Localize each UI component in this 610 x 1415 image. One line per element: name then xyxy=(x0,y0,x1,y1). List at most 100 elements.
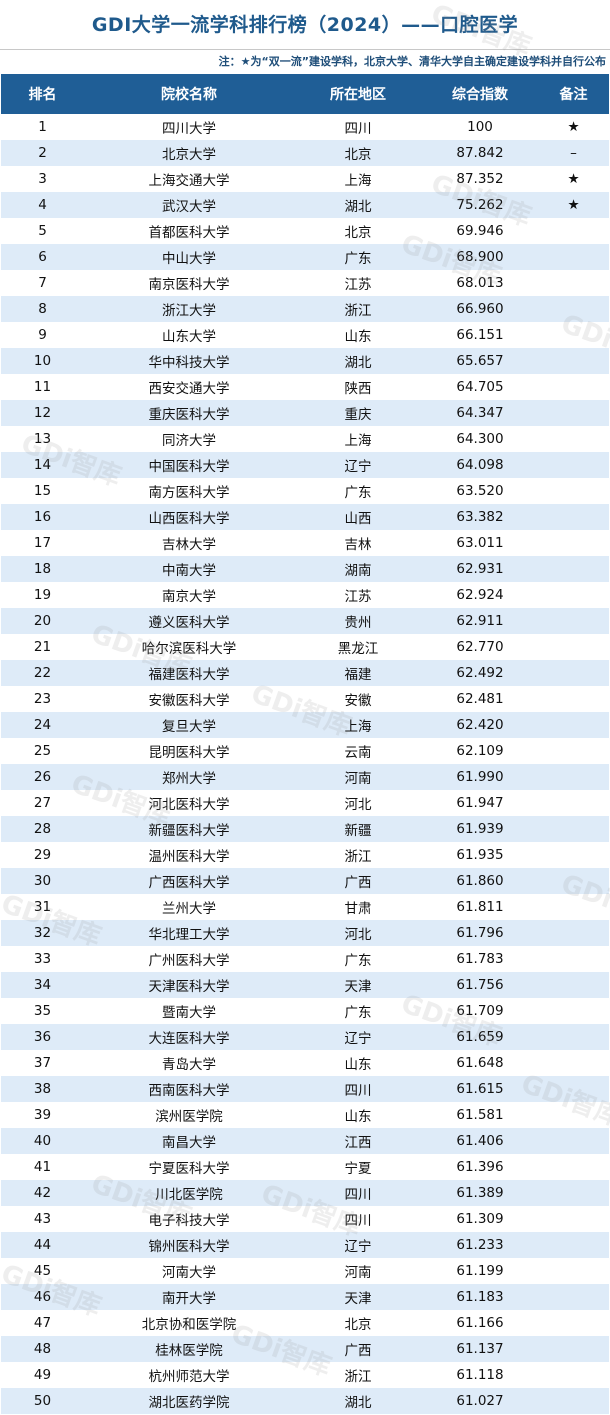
cell-region: 新疆 xyxy=(294,816,422,842)
cell-index: 69.946 xyxy=(456,223,504,239)
cell-remark xyxy=(538,244,609,270)
table-row: 47 北京协和医学院 北京 61.166 xyxy=(1,1310,609,1336)
cell-rank: 25 xyxy=(33,743,52,759)
cell-school: 华中科技大学 xyxy=(84,348,294,374)
cell-rank: 21 xyxy=(33,639,52,655)
cell-school: 南方医科大学 xyxy=(148,485,230,501)
cell-school: 北京大学 xyxy=(84,140,294,166)
cell-index: 68.013 xyxy=(456,275,504,291)
table-row: 16 山西医科大学 山西 63.382 xyxy=(1,504,609,530)
cell-region: 重庆 xyxy=(294,400,422,426)
cell-index: 61.796 xyxy=(422,920,538,946)
cell-rank: 42 xyxy=(1,1180,84,1206)
cell-rank: 38 xyxy=(1,1076,84,1102)
table-row: 30 广西医科大学 广西 61.860 xyxy=(1,868,609,894)
cell-school: 中南大学 xyxy=(84,556,294,582)
table-row: 12 重庆医科大学 重庆 64.347 xyxy=(1,400,609,426)
cell-school: 重庆医科大学 xyxy=(84,400,294,426)
cell-region: 上海 xyxy=(344,173,372,189)
divider xyxy=(0,49,610,50)
cell-region: 广西 xyxy=(294,1336,422,1362)
cell-rank: 47 xyxy=(33,1315,52,1331)
table-row: 9 山东大学 山东 66.151 xyxy=(1,322,609,348)
cell-index: 61.939 xyxy=(422,816,538,842)
cell-index: 61.615 xyxy=(422,1076,538,1102)
cell-index: 61.406 xyxy=(422,1128,538,1154)
cell-rank: 48 xyxy=(1,1336,84,1362)
table-row: 23 安徽医科大学 安徽 62.481 xyxy=(1,686,609,712)
cell-rank: 22 xyxy=(1,660,84,686)
cell-school: 四川大学 xyxy=(162,121,216,137)
cell-rank: 23 xyxy=(33,691,52,707)
cell-remark xyxy=(538,1388,609,1414)
cell-index: 64.098 xyxy=(422,452,538,478)
cell-remark xyxy=(538,686,609,712)
table-row: 42 川北医学院 四川 61.389 xyxy=(1,1180,609,1206)
table-row: 41 宁夏医科大学 宁夏 61.396 xyxy=(1,1154,609,1180)
table-row: 13 同济大学 上海 64.300 xyxy=(1,426,609,452)
cell-remark xyxy=(538,764,609,790)
cell-index: 62.109 xyxy=(456,743,504,759)
cell-school: 北京协和医学院 xyxy=(141,1317,237,1333)
table-row: 28 新疆医科大学 新疆 61.939 xyxy=(1,816,609,842)
cell-index: 62.924 xyxy=(456,587,504,603)
cell-region: 北京 xyxy=(344,225,372,241)
header-remark: 备注 xyxy=(538,74,609,114)
cell-region: 北京 xyxy=(344,1317,372,1333)
cell-region: 黑龙江 xyxy=(337,641,379,657)
cell-remark: – xyxy=(538,140,609,166)
cell-remark xyxy=(538,660,609,686)
cell-rank: 1 xyxy=(38,119,47,135)
cell-remark xyxy=(538,712,609,738)
cell-rank: 14 xyxy=(1,452,84,478)
cell-region: 北京 xyxy=(294,140,422,166)
cell-remark xyxy=(538,1102,609,1128)
cell-remark: ★ xyxy=(567,171,580,187)
footnote: 注：★为“双一流”建设学科，北京大学、清华大学自主确定建设学科并自行公布 xyxy=(218,55,606,68)
cell-remark xyxy=(538,400,609,426)
cell-remark xyxy=(538,426,609,452)
cell-remark xyxy=(538,1336,609,1362)
cell-region: 山东 xyxy=(344,329,372,345)
cell-remark xyxy=(538,894,609,920)
table-row: 31 兰州大学 甘肃 61.811 xyxy=(1,894,609,920)
cell-remark xyxy=(538,374,609,400)
table-header: 排名 院校名称 所在地区 综合指数 备注 xyxy=(1,74,609,114)
cell-region: 辽宁 xyxy=(294,1024,422,1050)
cell-region: 上海 xyxy=(344,433,372,449)
cell-index: 87.352 xyxy=(456,171,504,187)
cell-rank: 17 xyxy=(33,535,52,551)
cell-index: 63.520 xyxy=(456,483,504,499)
table-row: 20 遵义医科大学 贵州 62.911 xyxy=(1,608,609,634)
table-row: 34 天津医科大学 天津 61.756 xyxy=(1,972,609,998)
cell-index: 62.492 xyxy=(422,660,538,686)
table-row: 49 杭州师范大学 浙江 61.118 xyxy=(1,1362,609,1388)
header-index: 综合指数 xyxy=(422,74,538,114)
cell-index: 61.756 xyxy=(422,972,538,998)
cell-region: 浙江 xyxy=(344,849,372,865)
cell-region: 湖北 xyxy=(294,1388,422,1414)
cell-region: 云南 xyxy=(344,745,372,761)
cell-remark xyxy=(538,1362,609,1388)
cell-school: 新疆医科大学 xyxy=(84,816,294,842)
cell-rank: 43 xyxy=(33,1211,52,1227)
cell-remark xyxy=(538,738,609,764)
cell-index: 61.659 xyxy=(422,1024,538,1050)
cell-rank: 31 xyxy=(33,899,52,915)
cell-rank: 11 xyxy=(33,379,52,395)
cell-index: 62.481 xyxy=(456,691,504,707)
cell-remark xyxy=(538,1180,609,1206)
cell-index: 68.900 xyxy=(422,244,538,270)
cell-school: 福建医科大学 xyxy=(84,660,294,686)
cell-school: 河北医科大学 xyxy=(148,797,230,813)
cell-remark xyxy=(538,582,609,608)
cell-remark xyxy=(538,452,609,478)
cell-remark xyxy=(538,816,609,842)
cell-region: 上海 xyxy=(294,712,422,738)
table-row: 46 南开大学 天津 61.183 xyxy=(1,1284,609,1310)
cell-rank: 39 xyxy=(33,1107,52,1123)
cell-index: 63.011 xyxy=(456,535,504,551)
cell-region: 山东 xyxy=(344,1057,372,1073)
cell-rank: 36 xyxy=(1,1024,84,1050)
cell-school: 哈尔滨医科大学 xyxy=(141,641,237,657)
